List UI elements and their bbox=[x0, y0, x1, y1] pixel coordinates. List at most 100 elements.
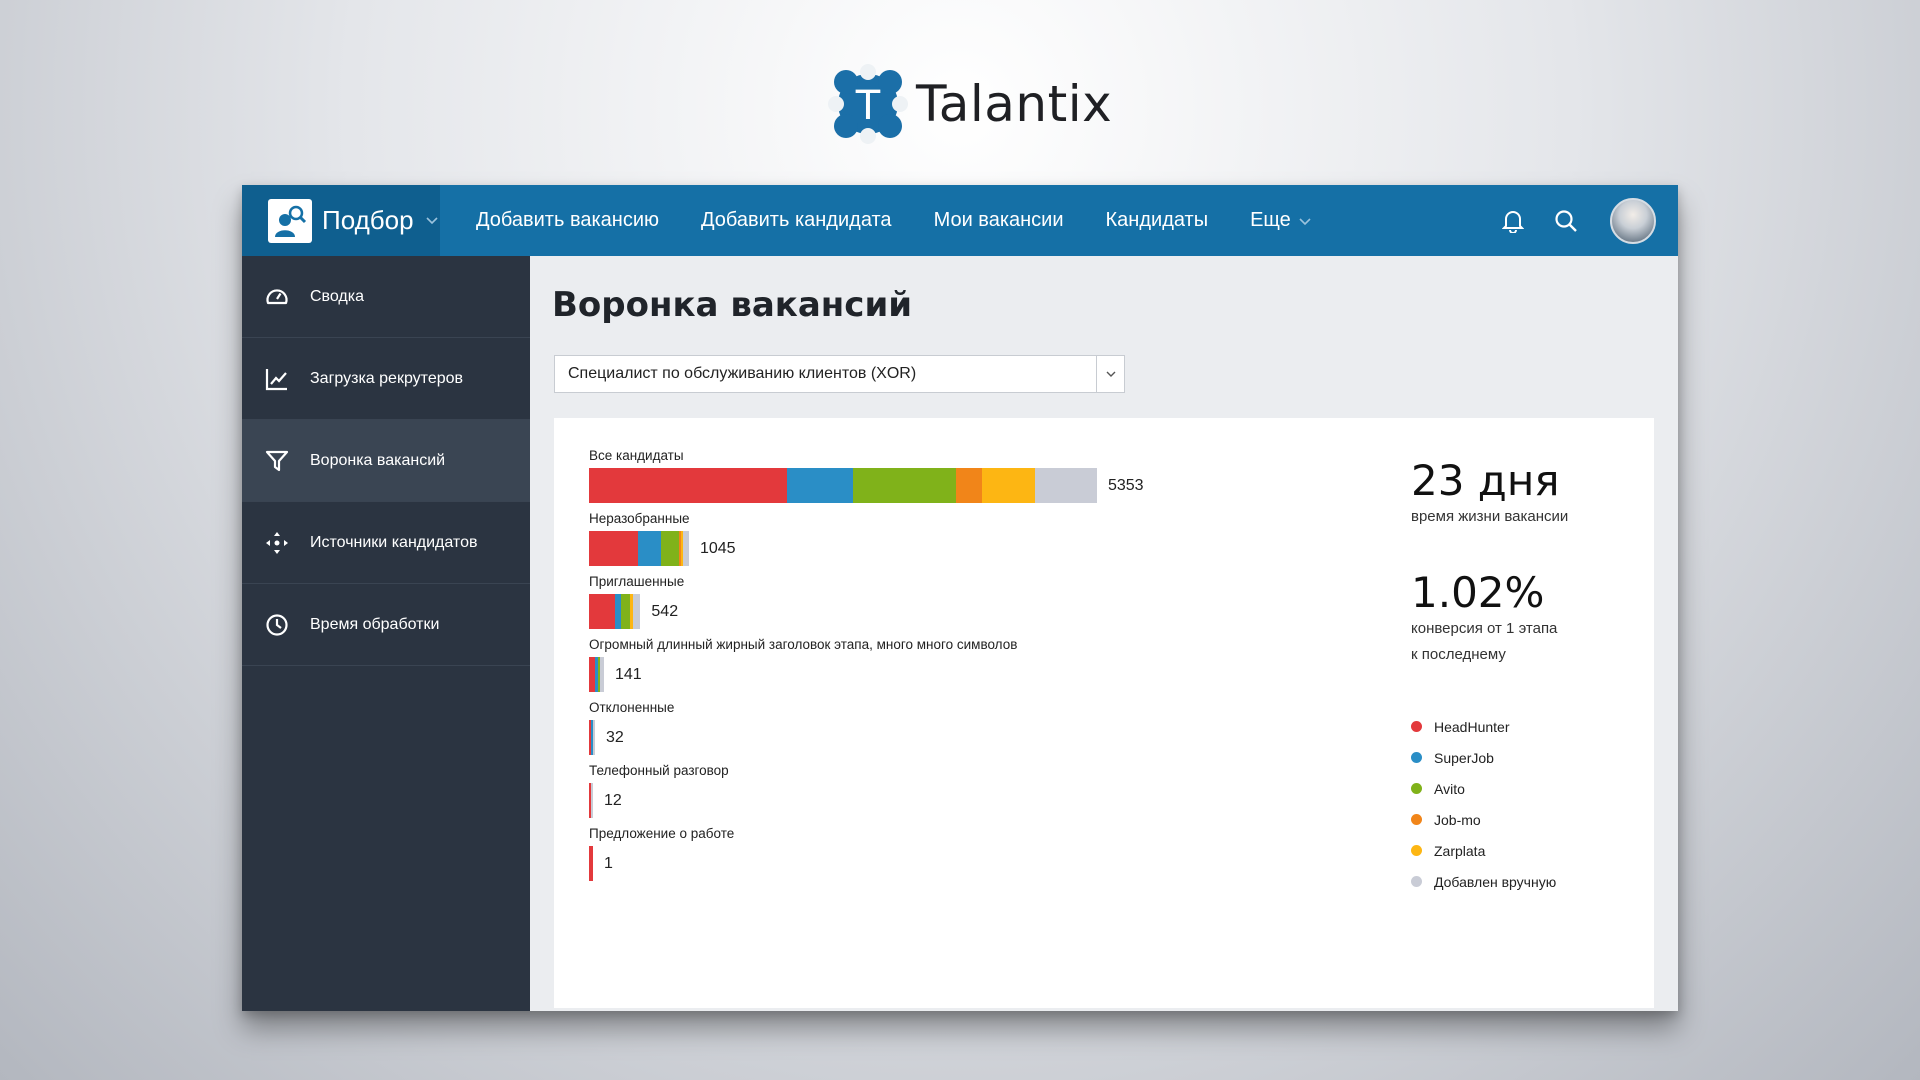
sidebar-item-label: Время обработки bbox=[310, 615, 440, 633]
bar-segment bbox=[683, 531, 689, 566]
funnel-bar[interactable] bbox=[589, 531, 689, 566]
legend-item: SuperJob bbox=[1411, 742, 1556, 773]
page-title: Воронка вакансий bbox=[552, 285, 913, 325]
legend-item: Job-mo bbox=[1411, 804, 1556, 835]
funnel-stage-label: Неразобранные bbox=[589, 511, 690, 526]
talantix-logo: T Talantix bbox=[828, 64, 1112, 144]
chevron-down-icon bbox=[425, 212, 438, 230]
bar-segment bbox=[661, 531, 679, 566]
funnel-stage-label: Приглашенные bbox=[589, 574, 685, 589]
sidebar-item-label: Сводка bbox=[310, 287, 365, 305]
legend-label: Zarplata bbox=[1434, 842, 1486, 859]
funnel-bar-wrap: 542 bbox=[589, 594, 684, 629]
chart-legend: HeadHunter SuperJob Avito Job-mo Zarplata Доб… bbox=[1411, 711, 1556, 897]
funnel-row: Приглашенные 542 bbox=[589, 574, 684, 629]
bar-segment bbox=[595, 657, 598, 692]
bar-segment bbox=[589, 468, 788, 503]
legend-dot bbox=[1411, 876, 1422, 887]
funnel-count: 1045 bbox=[699, 539, 736, 557]
nav-my-vacancies[interactable]: Мои вакансии bbox=[933, 209, 1064, 231]
bar-segment bbox=[589, 783, 591, 818]
funnel-count: 1 bbox=[604, 854, 613, 872]
funnel-row: Предложение о работе 1 bbox=[589, 826, 734, 881]
funnel-stage-label: Отклоненные bbox=[589, 700, 675, 715]
nav-more-label: Еще bbox=[1250, 209, 1291, 231]
sidebar-item-vacancy-funnel[interactable]: Воронка вакансий bbox=[242, 420, 530, 502]
chevron-down-icon[interactable] bbox=[1096, 356, 1124, 392]
sidebar-item-processing-time[interactable]: Время обработки bbox=[242, 584, 530, 666]
search-icon[interactable] bbox=[1554, 209, 1578, 233]
funnel-count: 12 bbox=[604, 791, 622, 809]
nav-add-vacancy[interactable]: Добавить вакансию bbox=[476, 209, 659, 231]
funnel-card: Все кандидаты 5353 Неразобранные 1045 Пригла… bbox=[554, 418, 1654, 1008]
app-window: Подбор Добавить вакансию Добавить кандид… bbox=[242, 185, 1678, 1011]
legend-dot bbox=[1411, 783, 1422, 794]
bar-segment bbox=[632, 594, 641, 629]
vacancy-select-value: Специалист по обслуживанию клиентов (XOR… bbox=[568, 365, 917, 382]
logo-mark-letter: T bbox=[855, 83, 881, 129]
bar-segment bbox=[630, 594, 633, 629]
bar-segment bbox=[599, 657, 604, 692]
sidebar-item-label: Воронка вакансий bbox=[310, 451, 446, 469]
funnel-bar-wrap: 32 bbox=[589, 720, 674, 755]
legend-dot bbox=[1411, 721, 1422, 732]
legend-label: SuperJob bbox=[1434, 749, 1494, 766]
bar-segment bbox=[615, 594, 622, 629]
funnel-bar[interactable] bbox=[589, 657, 604, 692]
bar-segment bbox=[589, 531, 639, 566]
lifetime-value: 23 дня bbox=[1411, 456, 1560, 505]
legend-label: Job-mo bbox=[1434, 811, 1481, 828]
logo-text: Talantix bbox=[916, 75, 1113, 133]
bell-icon[interactable] bbox=[1502, 209, 1524, 233]
nav-add-candidate[interactable]: Добавить кандидата bbox=[701, 209, 892, 231]
top-actions bbox=[1472, 185, 1656, 256]
funnel-stage-label: Все кандидаты bbox=[589, 448, 684, 463]
nav-more[interactable]: Еще bbox=[1250, 209, 1311, 232]
funnel-row: Огромный длинный жирный заголовок этапа,… bbox=[589, 637, 1017, 692]
bar-segment bbox=[621, 594, 631, 629]
legend-label: Avito bbox=[1434, 780, 1465, 797]
legend-label: Добавлен вручную bbox=[1434, 873, 1557, 890]
sidebar-item-summary[interactable]: Сводка bbox=[242, 256, 530, 338]
line-chart-icon bbox=[264, 366, 290, 392]
legend-dot bbox=[1411, 752, 1422, 763]
top-navbar: Подбор Добавить вакансию Добавить кандид… bbox=[242, 185, 1678, 256]
funnel-row: Телефонный разговор 12 bbox=[589, 763, 729, 818]
legend-item: Добавлен вручную bbox=[1411, 866, 1556, 897]
funnel-row: Отклоненные 32 bbox=[589, 700, 674, 755]
funnel-bar[interactable] bbox=[589, 783, 593, 818]
funnel-bar[interactable] bbox=[589, 594, 641, 629]
speedometer-icon bbox=[264, 284, 290, 310]
module-switcher[interactable]: Подбор bbox=[242, 185, 440, 256]
bar-segment bbox=[597, 657, 600, 692]
funnel-icon bbox=[264, 448, 290, 474]
vacancy-select[interactable]: Специалист по обслуживанию клиентов (XOR… bbox=[554, 355, 1125, 393]
bar-segment bbox=[591, 720, 593, 755]
funnel-bar-wrap: 1 bbox=[589, 846, 734, 881]
sidebar-item-recruiter-load[interactable]: Загрузка рекрутеров bbox=[242, 338, 530, 420]
module-label: Подбор bbox=[322, 205, 414, 235]
funnel-bar[interactable] bbox=[589, 468, 1097, 503]
bar-segment bbox=[678, 531, 681, 566]
bar-segment bbox=[591, 783, 593, 818]
bar-segment bbox=[589, 720, 591, 755]
funnel-row: Все кандидаты 5353 bbox=[589, 448, 1144, 503]
conversion-value: 1.02% bbox=[1411, 568, 1545, 618]
funnel-bar-wrap: 12 bbox=[589, 783, 729, 818]
conversion-label-line1: конверсия от 1 этапа bbox=[1411, 620, 1558, 638]
funnel-chart: Все кандидаты 5353 Неразобранные 1045 Пригла… bbox=[589, 448, 1369, 988]
funnel-bar[interactable] bbox=[589, 720, 595, 755]
bar-segment bbox=[589, 594, 616, 629]
funnel-count: 32 bbox=[606, 728, 624, 746]
legend-item: Avito bbox=[1411, 773, 1556, 804]
arrows-icon bbox=[264, 530, 290, 556]
bar-segment bbox=[593, 720, 595, 755]
vacancy-stats: 23 дня время жизни вакансии 1.02% конвер… bbox=[1411, 456, 1641, 668]
funnel-count: 542 bbox=[651, 602, 679, 620]
nav-candidates[interactable]: Кандидаты bbox=[1105, 209, 1209, 231]
funnel-bar[interactable] bbox=[589, 846, 593, 881]
recruiting-icon bbox=[268, 198, 312, 243]
user-avatar[interactable] bbox=[1610, 197, 1656, 244]
clock-icon bbox=[264, 612, 290, 638]
sidebar-item-candidate-sources[interactable]: Источники кандидатов bbox=[242, 502, 530, 584]
